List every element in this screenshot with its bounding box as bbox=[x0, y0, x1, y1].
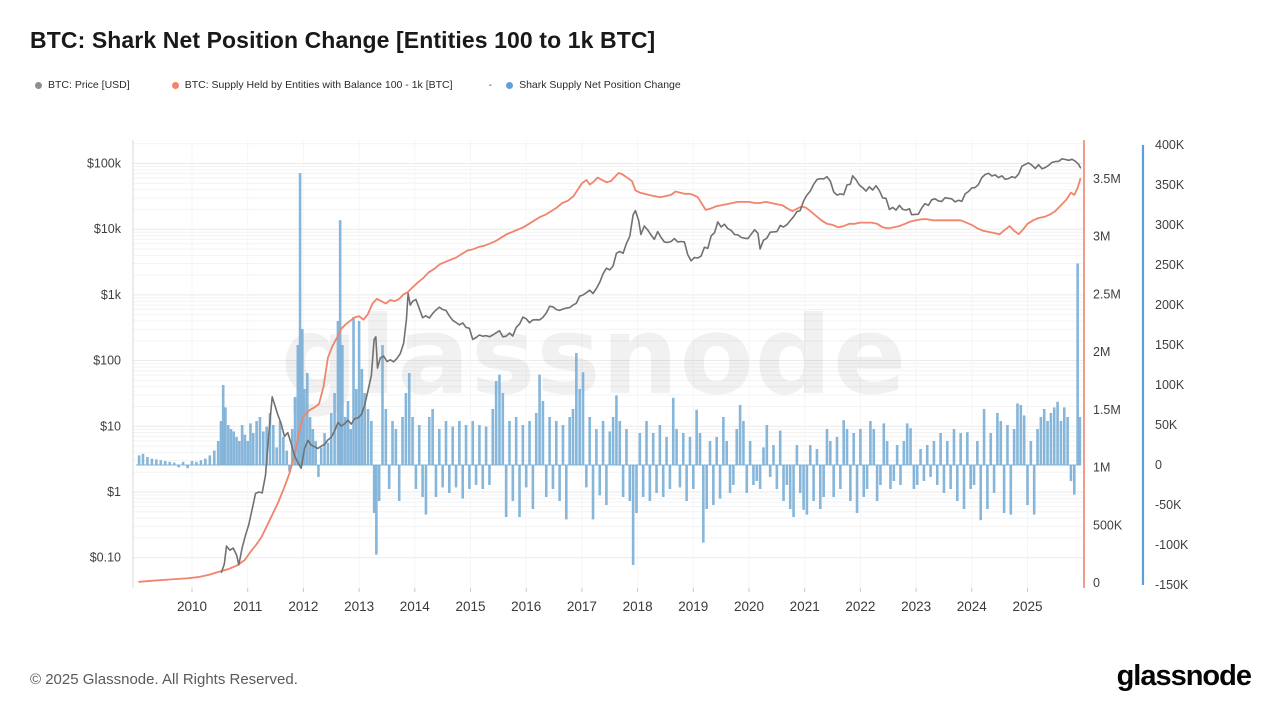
svg-text:$1k: $1k bbox=[101, 288, 122, 302]
svg-text:2016: 2016 bbox=[511, 599, 541, 614]
svg-text:$10k: $10k bbox=[94, 222, 122, 236]
net-position-series-dot-icon bbox=[506, 81, 514, 89]
svg-text:350K: 350K bbox=[1155, 178, 1185, 192]
svg-text:50K: 50K bbox=[1155, 418, 1178, 432]
svg-text:-150K: -150K bbox=[1155, 578, 1189, 592]
svg-text:0: 0 bbox=[1155, 458, 1162, 472]
svg-text:1.5M: 1.5M bbox=[1093, 403, 1121, 417]
svg-text:3M: 3M bbox=[1093, 230, 1110, 244]
legend-item-price[interactable]: BTC: Price [USD] bbox=[35, 79, 130, 91]
svg-text:2018: 2018 bbox=[623, 599, 653, 614]
legend: BTC: Price [USD] BTC: Supply Held by Ent… bbox=[35, 79, 681, 91]
svg-text:$0.10: $0.10 bbox=[90, 551, 121, 565]
svg-text:400K: 400K bbox=[1155, 138, 1185, 152]
price-series-dot-icon bbox=[35, 81, 42, 89]
svg-text:-50K: -50K bbox=[1155, 498, 1182, 512]
svg-text:150K: 150K bbox=[1155, 338, 1185, 352]
copyright-text: © 2025 Glassnode. All Rights Reserved. bbox=[30, 671, 298, 688]
svg-text:2022: 2022 bbox=[845, 599, 875, 614]
svg-text:2015: 2015 bbox=[455, 599, 485, 614]
svg-text:2013: 2013 bbox=[344, 599, 374, 614]
svg-text:$10: $10 bbox=[100, 419, 121, 433]
legend-separator: - bbox=[488, 79, 493, 91]
svg-text:2020: 2020 bbox=[734, 599, 764, 614]
svg-text:2025: 2025 bbox=[1012, 599, 1042, 614]
legend-item-net-position-label: Shark Supply Net Position Change bbox=[519, 79, 681, 91]
svg-text:200K: 200K bbox=[1155, 298, 1185, 312]
supply-series-dot-icon bbox=[171, 81, 179, 89]
svg-text:2017: 2017 bbox=[567, 599, 597, 614]
svg-text:2010: 2010 bbox=[177, 599, 207, 614]
svg-text:-100K: -100K bbox=[1155, 538, 1189, 552]
svg-text:0: 0 bbox=[1093, 576, 1100, 590]
svg-text:2012: 2012 bbox=[288, 599, 318, 614]
svg-text:1M: 1M bbox=[1093, 461, 1110, 475]
svg-text:250K: 250K bbox=[1155, 258, 1185, 272]
svg-text:2023: 2023 bbox=[901, 599, 931, 614]
legend-item-price-label: BTC: Price [USD] bbox=[48, 79, 130, 91]
svg-text:$100k: $100k bbox=[87, 157, 122, 171]
svg-text:2011: 2011 bbox=[233, 599, 262, 614]
legend-item-supply[interactable]: BTC: Supply Held by Entities with Balanc… bbox=[171, 79, 453, 91]
svg-text:2014: 2014 bbox=[400, 599, 431, 614]
svg-text:2021: 2021 bbox=[790, 599, 820, 614]
svg-text:500K: 500K bbox=[1093, 518, 1123, 532]
chart-plot-area[interactable] bbox=[133, 140, 1084, 588]
svg-text:2019: 2019 bbox=[678, 599, 708, 614]
svg-text:$100: $100 bbox=[93, 354, 121, 368]
svg-text:300K: 300K bbox=[1155, 218, 1185, 232]
page-title: BTC: Shark Net Position Change [Entities… bbox=[30, 27, 656, 53]
glassnode-logo[interactable]: glassnode bbox=[1116, 660, 1252, 692]
svg-text:100K: 100K bbox=[1155, 378, 1185, 392]
svg-text:2024: 2024 bbox=[957, 599, 988, 614]
svg-text:$1: $1 bbox=[107, 485, 121, 499]
legend-item-net-position[interactable]: Shark Supply Net Position Change bbox=[506, 79, 681, 91]
svg-text:glassnode: glassnode bbox=[281, 294, 907, 419]
svg-text:3.5M: 3.5M bbox=[1093, 172, 1121, 186]
svg-text:2M: 2M bbox=[1093, 345, 1110, 359]
svg-text:2.5M: 2.5M bbox=[1093, 287, 1121, 301]
legend-item-supply-label: BTC: Supply Held by Entities with Balanc… bbox=[184, 79, 453, 91]
